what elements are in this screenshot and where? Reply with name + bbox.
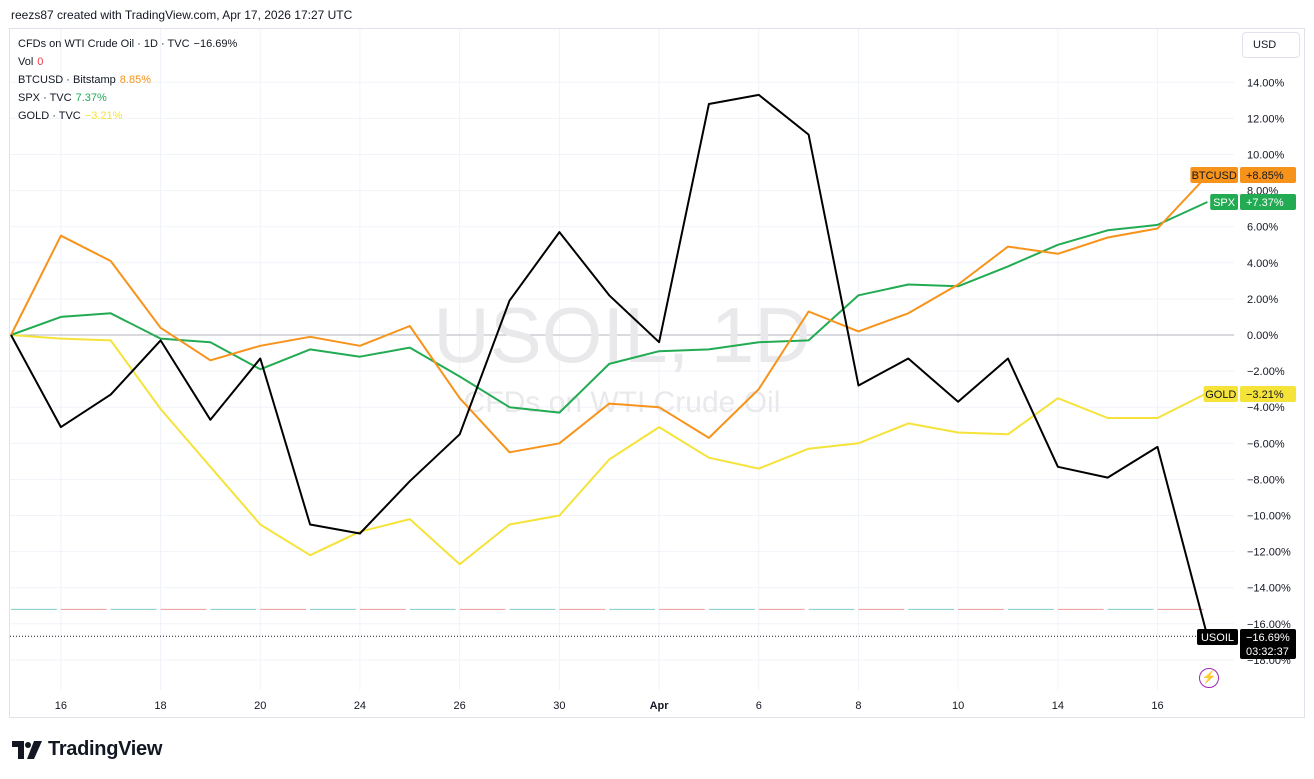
- legend-value: −3.21%: [84, 110, 123, 122]
- y-tick-label: 2.00%: [1247, 294, 1278, 306]
- x-tick-label: 14: [1052, 700, 1064, 712]
- series-line-spx: [10, 201, 1208, 414]
- chart-caption: reezs87 created with TradingView.com, Ap…: [11, 8, 353, 22]
- y-tick-label: 4.00%: [1247, 258, 1278, 270]
- series-name-tag-label: BTCUSD: [1192, 170, 1237, 182]
- y-tick-label: 10.00%: [1247, 150, 1285, 162]
- legend-label: BTCUSD · Bitstamp: [18, 74, 116, 86]
- legend-item[interactable]: BTCUSD · Bitstamp 8.85%: [18, 71, 237, 89]
- series-value-tag: [1240, 194, 1296, 210]
- series-name-tag: [1197, 629, 1238, 645]
- legend-label: SPX · TVC: [18, 92, 72, 104]
- currency-button[interactable]: USD: [1242, 32, 1300, 58]
- series-name-tag: [1190, 167, 1238, 183]
- series-value-tag-label: +7.37%: [1246, 197, 1284, 209]
- legend-value: −16.69%: [193, 38, 238, 50]
- x-tick-label: 16: [1151, 700, 1163, 712]
- y-tick-label: 14.00%: [1247, 77, 1285, 89]
- chart-frame: [9, 28, 1305, 718]
- y-tick-label: −4.00%: [1247, 402, 1285, 414]
- tradingview-logo-text: TradingView: [48, 738, 163, 760]
- legend-item[interactable]: GOLD · TVC −3.21%: [18, 107, 237, 125]
- legend-item[interactable]: SPX · TVC 7.37%: [18, 89, 237, 107]
- legend-value: 7.37%: [75, 92, 107, 104]
- x-tick-label: 18: [154, 700, 166, 712]
- y-tick-label: −2.00%: [1247, 366, 1285, 378]
- series-line-btcusd: [10, 174, 1209, 454]
- x-tick-label: 8: [855, 700, 861, 712]
- x-tick-label: Apr: [650, 700, 670, 712]
- series-value-tag-label: −16.69%: [1246, 632, 1290, 644]
- y-tick-label: −8.00%: [1247, 474, 1285, 486]
- series-value-tag-label: −3.21%: [1246, 389, 1284, 401]
- watermark-symbol: USOIL, 1D: [433, 291, 810, 379]
- x-tick-label: 30: [553, 700, 565, 712]
- x-tick-label: 10: [952, 700, 964, 712]
- x-tick-label: 6: [756, 700, 762, 712]
- x-tick-label: 24: [354, 700, 366, 712]
- series-value-tag: [1240, 167, 1296, 183]
- x-tick-label: 20: [254, 700, 266, 712]
- legend-label: CFDs on WTI Crude Oil · 1D · TVC: [18, 38, 190, 50]
- legend-item[interactable]: CFDs on WTI Crude Oil · 1D · TVC −16.69%: [18, 35, 237, 53]
- legend-item[interactable]: Vol 0: [18, 53, 237, 71]
- legend-value: 8.85%: [119, 74, 151, 86]
- series-line-usoil: [10, 93, 1209, 637]
- series-line-gold: [10, 334, 1208, 566]
- series-value-tag: [1240, 386, 1296, 402]
- series-name-tag-label: SPX: [1213, 197, 1236, 209]
- series-value-tag: [1240, 629, 1296, 659]
- y-tick-label: −16.00%: [1247, 619, 1291, 631]
- legend-value: 0: [37, 56, 44, 68]
- y-tick-label: −6.00%: [1247, 438, 1285, 450]
- series-name-tag: [1210, 194, 1238, 210]
- series-value-tag-label: +8.85%: [1246, 170, 1284, 182]
- x-tick-label: 16: [55, 700, 67, 712]
- legend: CFDs on WTI Crude Oil · 1D · TVC −16.69% V…: [18, 35, 237, 125]
- x-tick-label: 26: [454, 700, 466, 712]
- legend-label: GOLD · TVC: [18, 110, 81, 122]
- y-tick-label: 6.00%: [1247, 222, 1278, 234]
- y-tick-label: 12.00%: [1247, 113, 1285, 125]
- lightning-icon[interactable]: ⚡: [1199, 668, 1219, 688]
- y-tick-label: −12.00%: [1247, 547, 1291, 559]
- series-name-tag-label: GOLD: [1205, 389, 1236, 401]
- countdown-label: 03:32:37: [1246, 646, 1289, 658]
- y-tick-label: −14.00%: [1247, 583, 1291, 595]
- tradingview-logo: TradingView: [12, 738, 162, 761]
- watermark-description: CFDs on WTI Crude Oil: [464, 386, 781, 419]
- y-tick-label: 0.00%: [1247, 330, 1278, 342]
- y-tick-label: −10.00%: [1247, 511, 1291, 523]
- series-name-tag: [1203, 386, 1238, 402]
- tradingview-logo-icon: [12, 740, 42, 759]
- legend-label: Vol: [18, 56, 34, 68]
- series-name-tag-label: USOIL: [1201, 632, 1234, 644]
